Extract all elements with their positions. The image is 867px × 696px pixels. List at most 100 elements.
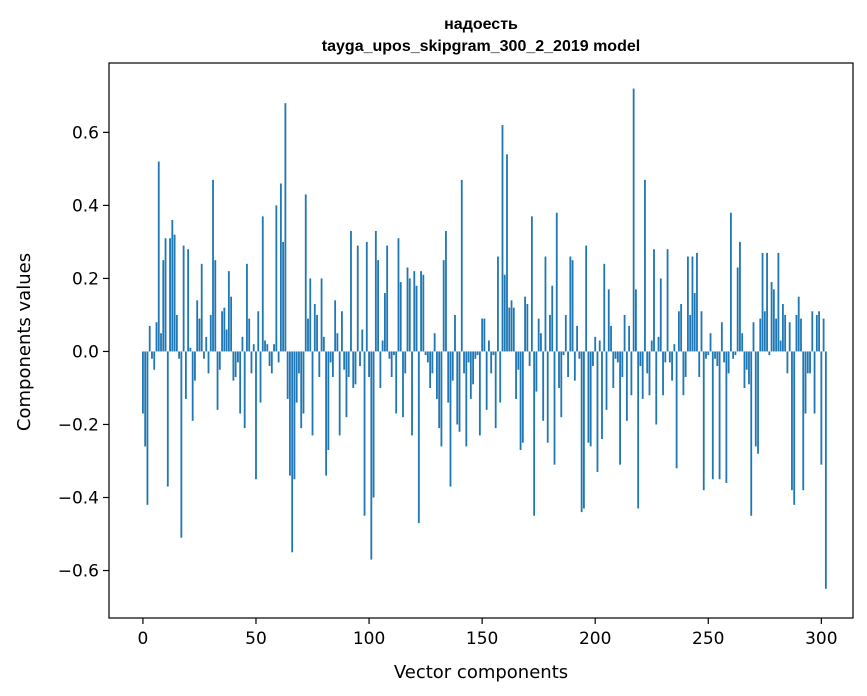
bar-35 [221, 311, 223, 352]
bar-99 [365, 241, 368, 352]
bar-42 [237, 351, 239, 363]
bar-207 [610, 325, 612, 352]
bar-185 [560, 351, 563, 418]
bar-225 [650, 340, 653, 352]
x-axis-ticks: 0 50 100 150 200 250 300 [138, 618, 838, 649]
bar-180 [549, 314, 551, 352]
bar-85 [334, 300, 337, 352]
bar-218 [635, 289, 637, 352]
bar-291 [800, 318, 802, 352]
bar-153 [488, 340, 490, 352]
bar-20 [187, 249, 190, 352]
bar-209 [614, 351, 617, 359]
bar-2 [146, 351, 149, 505]
bar-62 [282, 241, 285, 352]
y-tick-label: 0.0 [72, 342, 99, 362]
bar-86 [336, 333, 339, 352]
bar-75 [311, 351, 314, 436]
bar-244 [693, 293, 696, 352]
bar-88 [341, 311, 343, 352]
bar-152 [485, 351, 488, 410]
bar-279 [772, 289, 775, 352]
bar-223 [646, 351, 649, 374]
bar-22 [191, 351, 194, 421]
bar-30 [209, 314, 212, 352]
bar-60 [277, 351, 280, 363]
bar-266 [743, 351, 746, 388]
bar-164 [512, 307, 515, 352]
bar-26 [200, 263, 203, 352]
bar-58 [273, 344, 275, 352]
bar-216 [630, 351, 633, 396]
bar-135 [447, 351, 450, 403]
bar-260 [729, 212, 732, 352]
y-tick-label: −0.2 [58, 415, 99, 435]
bar-37 [225, 329, 228, 352]
bar-168 [521, 351, 524, 443]
bar-1 [144, 351, 147, 447]
bar-283 [781, 303, 784, 352]
bar-51 [257, 311, 260, 352]
bar-13 [171, 220, 174, 352]
bar-48 [250, 351, 253, 374]
bar-9 [162, 260, 165, 352]
bar-235 [673, 344, 676, 352]
bar-276 [766, 252, 768, 352]
bar-169 [524, 296, 526, 352]
bar-50 [255, 351, 257, 480]
bar-108 [386, 245, 389, 352]
bar-12 [169, 238, 171, 352]
bar-173 [533, 351, 536, 516]
bar-29 [207, 351, 210, 374]
bar-139 [456, 351, 459, 425]
bar-217 [632, 88, 635, 352]
bar-271 [754, 351, 757, 447]
bar-298 [815, 314, 818, 352]
bar-258 [725, 351, 728, 483]
bar-172 [530, 216, 533, 352]
bar-295 [809, 351, 811, 374]
bar-275 [763, 311, 766, 352]
bar-208 [612, 351, 615, 388]
bar-177 [542, 351, 545, 421]
bar-246 [698, 351, 701, 378]
bar-160 [503, 274, 506, 352]
bar-201 [596, 351, 599, 472]
bar-213 [623, 314, 626, 352]
bar-66 [291, 351, 294, 553]
bar-199 [592, 351, 594, 367]
bar-202 [598, 340, 601, 352]
bar-233 [668, 351, 671, 363]
bar-189 [569, 256, 572, 352]
bar-296 [811, 311, 814, 352]
bar-116 [404, 351, 407, 374]
bar-93 [352, 351, 355, 388]
bar-111 [393, 351, 395, 356]
bar-280 [775, 318, 778, 352]
bar-277 [768, 351, 771, 356]
bar-54 [264, 340, 266, 352]
bar-128 [431, 351, 434, 374]
bar-127 [429, 351, 432, 388]
bar-38 [227, 271, 230, 352]
bar-144 [467, 351, 470, 363]
bar-83 [329, 351, 332, 363]
bar-74 [309, 278, 312, 352]
bar-19 [184, 351, 187, 399]
bar-242 [689, 314, 692, 352]
bar-4 [151, 351, 153, 359]
bar-265 [741, 333, 744, 352]
bar-8 [160, 333, 162, 352]
bar-61 [279, 183, 282, 352]
bar-97 [361, 329, 364, 352]
bar-182 [553, 351, 556, 465]
bar-10 [164, 238, 167, 352]
bar-232 [666, 249, 669, 352]
plot-frame [108, 62, 854, 619]
bar-52 [259, 351, 262, 403]
bar-196 [585, 245, 588, 352]
bar-234 [671, 351, 673, 381]
bar-262 [734, 351, 737, 356]
bar-15 [175, 314, 178, 352]
bar-96 [359, 351, 361, 367]
